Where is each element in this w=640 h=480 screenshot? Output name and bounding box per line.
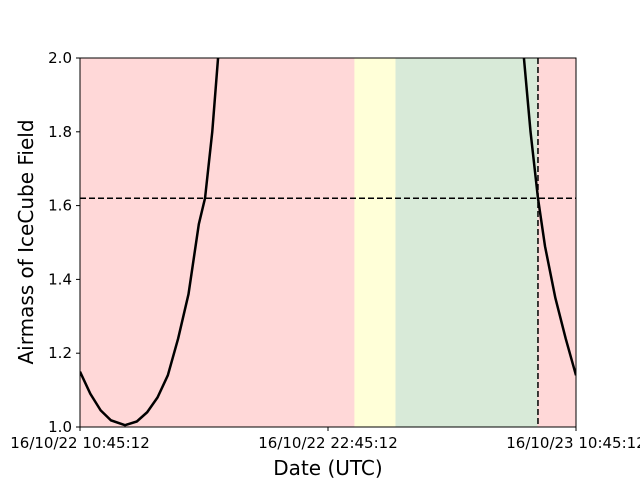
shaded-region: [354, 58, 397, 427]
x-tick-label: 16/10/22 10:45:12: [10, 434, 150, 452]
shaded-region: [80, 58, 356, 427]
x-axis-label: Date (UTC): [273, 456, 382, 480]
y-tick-label: 1.6: [48, 197, 72, 215]
plot-area: [80, 58, 576, 427]
x-tick-label: 16/10/23 10:45:12: [506, 434, 640, 452]
y-tick-label: 1.4: [48, 270, 72, 288]
y-tick-label: 1.0: [48, 418, 72, 436]
y-tick-label: 1.8: [48, 123, 72, 141]
axes: 1.0 1.2 1.4 1.6 1.8 2.0 16/10/22 10:45:12 16/10…: [10, 49, 640, 452]
y-tick-label: 2.0: [48, 49, 72, 67]
x-tick-label: 16/10/22 22:45:12: [258, 434, 398, 452]
shaded-region: [395, 58, 539, 427]
y-tick-label: 1.2: [48, 344, 72, 362]
y-axis-label: Airmass of IceCube Field: [14, 119, 38, 364]
airmass-line: [80, 58, 576, 427]
